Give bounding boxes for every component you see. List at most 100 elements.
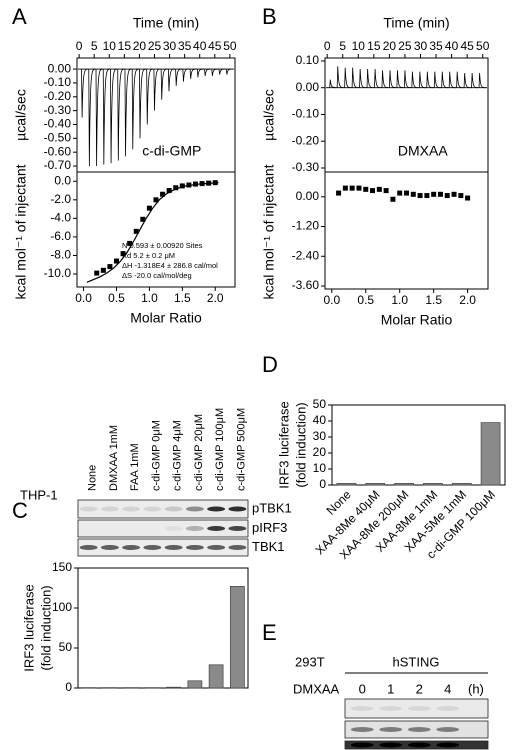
data-point <box>127 240 133 246</box>
blot-band <box>228 526 247 531</box>
panel-letter: A <box>12 4 27 29</box>
injection-peak <box>160 68 168 100</box>
y-tick-label: 40 <box>313 413 327 427</box>
x-tick-label: 45 <box>208 39 222 53</box>
injection-peak <box>351 67 359 89</box>
bar <box>208 664 224 689</box>
bar <box>394 483 414 486</box>
injection-peak <box>211 68 219 77</box>
blot-band <box>185 506 204 512</box>
time-unit: (h) <box>468 681 484 696</box>
data-point <box>160 191 166 197</box>
treatment: DMXAA <box>293 681 340 696</box>
data-point <box>376 186 382 192</box>
panel-letter: C <box>12 498 28 523</box>
y-axis-label: µcal/sec <box>13 89 29 141</box>
blot-band <box>79 545 98 550</box>
data-point <box>173 185 179 191</box>
injection-peak <box>329 79 337 89</box>
blot-band <box>228 545 247 550</box>
injection-peak <box>411 71 419 89</box>
injection-peak <box>218 68 226 75</box>
blot-band <box>407 742 431 748</box>
injection-peak <box>95 68 103 167</box>
y-tick-label: -3.60 <box>292 278 320 292</box>
y-tick-label: -0.30 <box>44 103 72 117</box>
sample-label: DMXAA <box>398 143 448 159</box>
y-tick-label: -8.0 <box>50 248 71 262</box>
blot-band <box>350 706 374 711</box>
injection-peak <box>196 68 204 78</box>
y-tick-label: 50 <box>313 397 327 411</box>
x-tick-label: 10 <box>103 39 117 53</box>
y-tick-label: -2.40 <box>292 248 320 262</box>
y-tick-label: -0.60 <box>44 144 72 158</box>
y-tick-label: -0.40 <box>44 117 72 131</box>
bar <box>480 422 501 486</box>
blot-band <box>407 706 431 711</box>
y-tick-label: 0.00 <box>296 189 320 203</box>
x-tick-label: 0.0 <box>75 291 92 305</box>
y-tick-label: 0.00 <box>296 80 320 94</box>
fit-annotation: N 0.593 ± 0.00920 Sites <box>122 241 203 250</box>
data-point <box>342 185 348 191</box>
blot-strip <box>77 499 249 519</box>
blot-strip <box>344 720 489 739</box>
injection-peak <box>139 68 147 139</box>
bar <box>336 483 357 486</box>
x-tick-label: 40 <box>445 39 459 53</box>
injection-peak <box>448 71 456 89</box>
blot-band <box>100 506 119 512</box>
blot-band <box>143 506 162 512</box>
x-tick-label: 35 <box>178 39 192 53</box>
injection-peak <box>124 68 132 157</box>
blot-band <box>379 742 403 748</box>
x-tick-label: 20 <box>133 39 147 53</box>
timepoint: 1 <box>387 681 394 696</box>
lane-label: None <box>87 465 99 491</box>
x-tick-label: 30 <box>414 39 428 53</box>
injection-peak <box>344 67 352 89</box>
data-point <box>94 270 100 276</box>
data-point <box>140 216 146 222</box>
y-axis-label: (fold induction) <box>38 585 53 670</box>
data-point <box>166 188 172 194</box>
y-axis-label: kcal mol⁻¹ of injectant <box>261 164 277 299</box>
blot-row-label: pIRF3 <box>252 520 287 535</box>
injection-peak <box>478 72 486 89</box>
blot-band <box>436 706 460 711</box>
data-point <box>431 191 437 197</box>
fit-curve <box>86 182 219 283</box>
y-tick-label: -0.70 <box>44 158 72 172</box>
bar <box>230 586 245 689</box>
x-tick-label: 20 <box>383 39 397 53</box>
y-tick-label: 150 <box>52 560 72 574</box>
x-tick-label: 0.5 <box>357 293 374 307</box>
x-tick-label: 45 <box>460 39 474 53</box>
y-tick-label: -0.50 <box>44 131 72 145</box>
data-point <box>107 264 113 270</box>
x-tick-label: 0.0 <box>323 293 340 307</box>
blot-band <box>207 545 226 550</box>
y-tick-label: -0.30 <box>292 160 320 174</box>
y-tick-label: -2.0 <box>50 192 71 206</box>
y-axis-label: µcal/sec <box>261 89 277 141</box>
x-tick-label: 1.0 <box>141 291 158 305</box>
injection-peak <box>131 68 139 150</box>
blot-strip <box>344 698 489 719</box>
injection-peak <box>426 71 434 89</box>
data-point <box>336 190 342 196</box>
lane-label: c-di-GMP 100μM <box>214 408 226 491</box>
cell-line: THP-1 <box>20 487 58 502</box>
blot-band <box>228 506 247 512</box>
blot-band <box>164 506 183 512</box>
x-tick-label: 5 <box>339 39 346 53</box>
data-point <box>397 190 403 196</box>
lane-label: c-di-GMP 0μM <box>150 420 162 491</box>
fit-annotation: Kd 5.2 ± 0.2 μM <box>122 251 175 260</box>
x-tick-label: 10 <box>352 39 366 53</box>
x-axis-label: Molar Ratio <box>381 312 453 328</box>
y-tick-label: 0.10 <box>296 53 320 67</box>
x-tick-label: 30 <box>163 39 177 53</box>
